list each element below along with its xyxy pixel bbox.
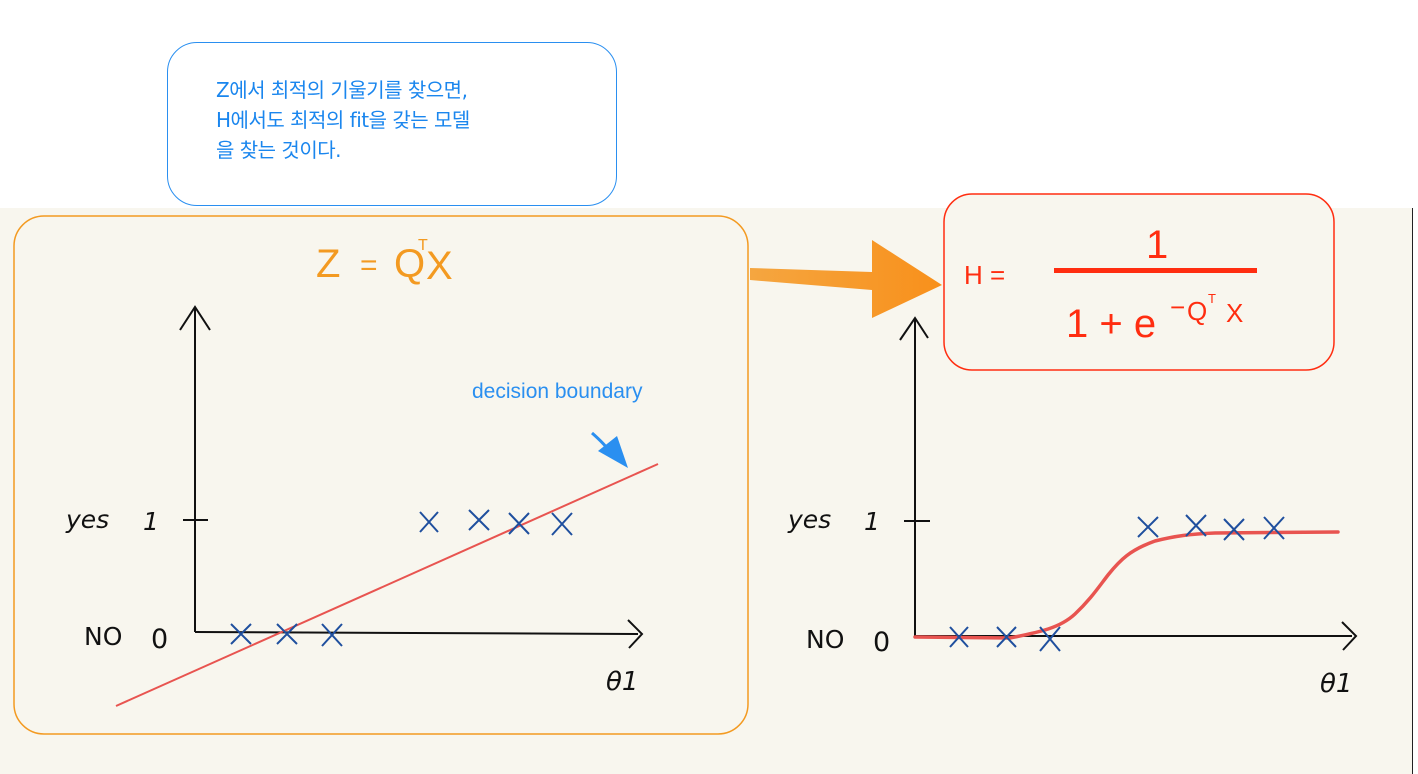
explanation-callout: Z에서 최적의 기울기를 찾으면, H에서도 최적의 fit을 갖는 모델 을 … (167, 42, 617, 206)
right-y-arrowhead (899, 316, 929, 341)
h-exponent-theta: Q (1187, 296, 1207, 326)
h-exponent-transpose: T (1208, 291, 1216, 306)
right-theta1-label: θ1 (1320, 669, 1352, 699)
right-one-label: 1 (864, 507, 880, 536)
z-x: X (426, 244, 453, 288)
left-positive-samples (419, 509, 573, 536)
h-fraction-bar (1054, 268, 1257, 273)
decision-boundary-label: decision boundary (472, 380, 643, 403)
right-margin-rule (1412, 208, 1418, 774)
z-lhs: Z (316, 242, 340, 286)
sample-cross (949, 626, 969, 648)
h-denominator-base: 1 + e (1066, 302, 1156, 346)
right-positive-samples (1137, 514, 1285, 541)
left-no-label: NO (84, 622, 122, 651)
h-numerator: 1 (1146, 223, 1168, 267)
sample-cross (1263, 516, 1285, 540)
left-zero-label: 0 (151, 624, 168, 655)
left-negative-samples (230, 623, 343, 647)
left-x-arrowhead (627, 619, 644, 649)
z-theta: Q (394, 242, 425, 286)
sample-cross (1185, 514, 1207, 537)
sample-cross (508, 512, 530, 535)
decision-pointer-head (598, 436, 628, 468)
z-equals: = (360, 249, 378, 282)
sample-cross (1137, 516, 1159, 538)
callout-line-2: H에서도 최적의 fit을 갖는 모델 (216, 108, 470, 132)
sample-cross (1223, 518, 1245, 541)
linear-panel-frame (13, 215, 749, 735)
right-yes-label: yes (787, 505, 831, 534)
callout-line-3: 을 찾는 것이다. (216, 138, 341, 162)
sigmoid-formula-box (943, 193, 1335, 371)
left-yes-label: yes (65, 505, 109, 534)
left-x-axis (194, 631, 639, 635)
right-zero-label: 0 (873, 627, 890, 658)
h-exponent-x: X (1226, 298, 1243, 328)
sample-cross (551, 512, 573, 536)
right-no-label: NO (806, 625, 844, 654)
right-negative-samples (949, 626, 1061, 652)
h-lhs: H = (964, 260, 1005, 290)
h-exponent-minus: − (1170, 292, 1185, 322)
decision-boundary-line (115, 463, 659, 707)
transform-arrow (750, 240, 942, 318)
z-transpose: T (418, 237, 428, 254)
left-theta1-label: θ1 (606, 667, 638, 697)
sample-cross (419, 511, 439, 533)
sample-cross (276, 623, 298, 645)
sample-cross (230, 623, 252, 645)
left-y-arrowhead (179, 305, 211, 331)
sample-cross (468, 509, 490, 531)
right-x-arrowhead (1341, 621, 1358, 651)
sample-cross (321, 623, 343, 647)
sample-cross (1039, 626, 1061, 652)
left-one-label: 1 (143, 507, 159, 536)
callout-line-1: Z에서 최적의 기울기를 찾으면, (216, 78, 468, 102)
sigmoid-curve (913, 530, 1340, 640)
sample-cross (996, 626, 1017, 648)
